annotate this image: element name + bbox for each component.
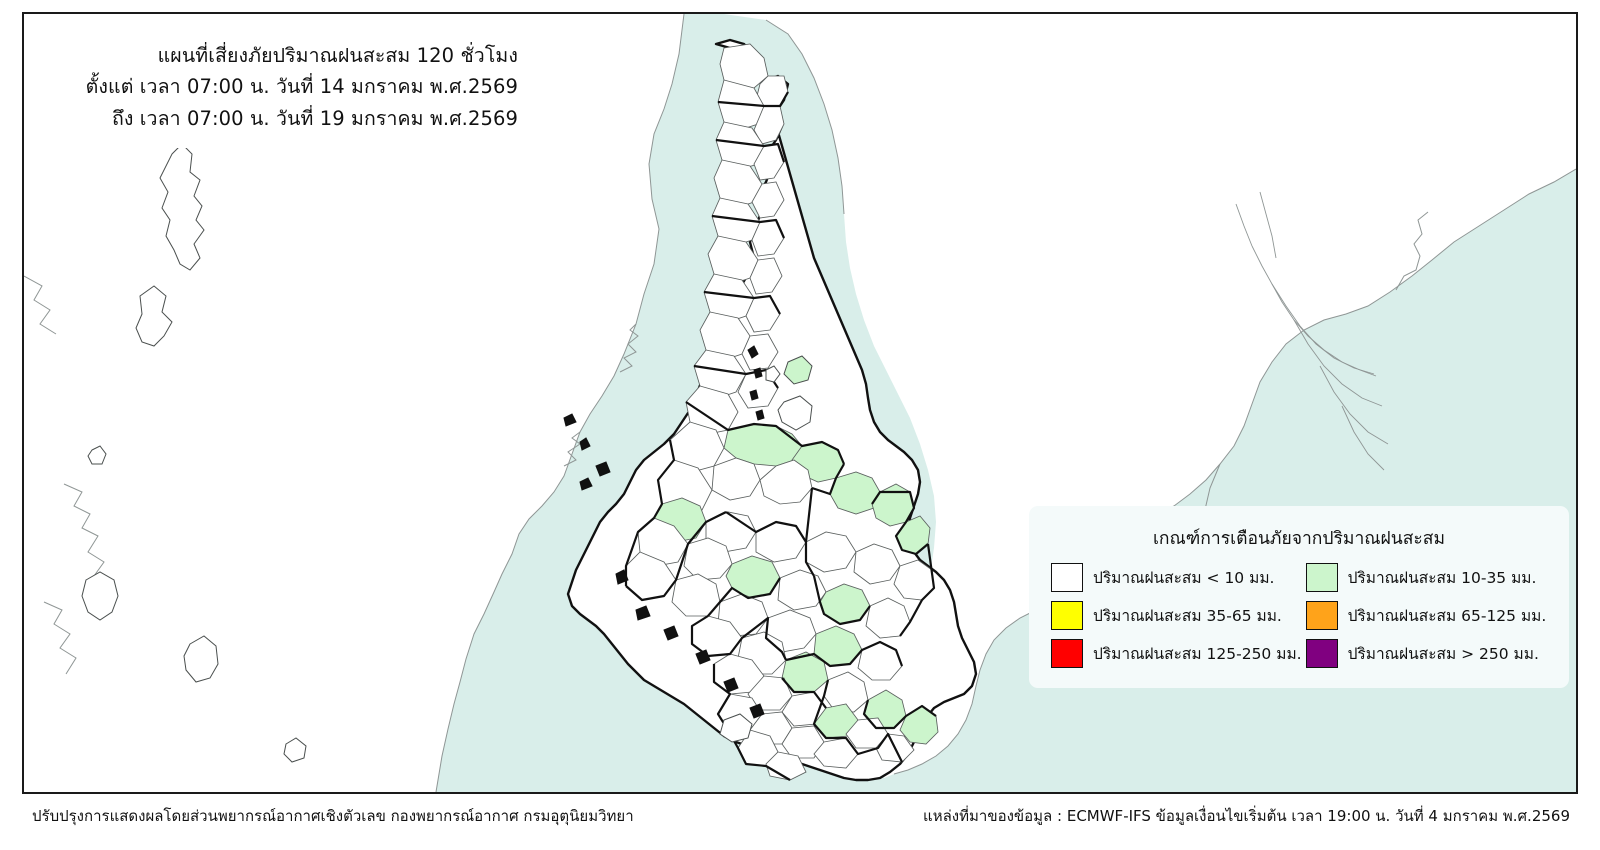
district-m7[interactable]: [805, 531, 857, 573]
legend-swatch-35-65: [1051, 601, 1083, 630]
district-n8[interactable]: [751, 181, 785, 219]
province-boundary-layer: [624, 91, 937, 781]
island-nicobar-a: [81, 571, 119, 621]
district-m10[interactable]: [637, 517, 689, 567]
map-frame[interactable]: แผนที่เสี่ยงภัยปริมาณฝนสะสม 120 ชั่วโมง …: [22, 12, 1578, 794]
legend-label-125-250: ปริมาณฝนสะสม 125-250 มม.: [1093, 645, 1302, 663]
island-speck-phuket-e: [663, 625, 679, 641]
legend-swatch-gt250: [1305, 639, 1338, 668]
coastline-gulf-north: [765, 19, 845, 215]
river-mekong-branch-c: [1319, 365, 1389, 445]
island-langkawi: [719, 713, 753, 743]
footer-left-credit: ปรับปรุงการแสดงผลโดยส่วนพยากรณ์อากาศเชิง…: [32, 807, 634, 825]
island-speck-c: [749, 389, 759, 401]
river-upper-b: [1259, 191, 1277, 259]
coast-inlet-detail: [1395, 211, 1429, 291]
island-speck-phuket-a: [595, 461, 611, 477]
legend-item-125-250[interactable]: ปริมาณฝนสะสม 125-250 มม.: [1051, 639, 1302, 668]
title-line-1: แผนที่เสี่ยงภัยปริมาณฝนสะสม 120 ชั่วโมง: [157, 43, 518, 67]
island-small-b: [283, 737, 307, 763]
coastline-detail-c: [63, 483, 105, 577]
island-speck-b: [753, 367, 763, 379]
legend-title: เกณฑ์การเตือนภัยจากปริมาณฝนสะสม: [1152, 529, 1446, 549]
island-speck-a: [747, 345, 759, 359]
coastline-andaman-west: [435, 14, 685, 792]
legend-label-10-35: ปริมาณฝนสะสม 10-35 มม.: [1347, 569, 1537, 587]
river-mekong-branch-a: [1271, 283, 1375, 375]
district-m8[interactable]: [853, 543, 901, 585]
island-speck-phuket-d: [635, 605, 651, 621]
footer-right-source: แหล่งที่มาของข้อมูล : ECMWF-IFS ข้อมูลเง…: [923, 807, 1570, 825]
district-s5[interactable]: [747, 675, 793, 711]
offshore-islands-layer: [563, 345, 813, 743]
legend-label-gt250: ปริมาณฝนสะสม > 250 มม.: [1347, 645, 1539, 663]
island-tao: [765, 365, 781, 383]
district-layer[interactable]: [625, 43, 939, 781]
coastline-detail-e: [24, 275, 57, 335]
island-nicobar-b: [183, 635, 219, 683]
coastline-detail-d: [43, 601, 77, 675]
island-speck-phuket-b: [579, 477, 593, 491]
island-speck-j: [563, 413, 577, 427]
district-n16[interactable]: [741, 333, 779, 371]
legend-item-35-65[interactable]: ปริมาณฝนสะสม 35-65 มม.: [1051, 601, 1302, 630]
island-speck-phuket-f: [695, 649, 711, 665]
map-canvas[interactable]: [24, 14, 1576, 792]
district-green-surat-a[interactable]: [829, 471, 881, 515]
coastline-detail-b: [563, 431, 581, 467]
legend-swatch-lt10: [1051, 563, 1083, 592]
island-speck-phuket-g: [723, 677, 739, 693]
district-s3[interactable]: [823, 671, 869, 713]
footer-bar: ปรับปรุงการแสดงผลโดยส่วนพยากรณ์อากาศเชิง…: [22, 796, 1578, 836]
legend-grid: ปริมาณฝนสะสม < 10 มม. ปริมาณฝนสะสม 10-35…: [1029, 563, 1569, 668]
legend-item-lt10[interactable]: ปริมาณฝนสะสม < 10 มม.: [1051, 563, 1302, 592]
river-upper-a: [1235, 203, 1253, 247]
island-small-a: [87, 445, 107, 465]
island-speck-d: [755, 409, 765, 421]
island-andaman-mid: [135, 285, 173, 347]
district-m2[interactable]: [711, 457, 761, 501]
title-line-3: ถึง เวลา 07:00 น. วันที่ 19 มกราคม พ.ศ.2…: [111, 106, 518, 130]
island-speck-phuket-c: [615, 569, 629, 585]
river-mekong-branch-d: [1341, 405, 1385, 471]
district-n19[interactable]: [685, 385, 739, 435]
legend-swatch-10-35: [1305, 563, 1338, 592]
legend-label-lt10: ปริมาณฝนสะสม < 10 มม.: [1093, 569, 1275, 587]
island-samui: [777, 395, 813, 431]
legend-label-35-65: ปริมาณฝนสะสม 35-65 มม.: [1093, 607, 1282, 625]
island-speck-phuket-h: [749, 703, 765, 719]
legend-swatch-65-125: [1305, 601, 1338, 630]
coastline-detail-a: [619, 323, 639, 373]
legend-item-65-125[interactable]: ปริมาณฝนสะสม 65-125 มม.: [1305, 601, 1553, 630]
legend-item-gt250[interactable]: ปริมาณฝนสะสม > 250 มม.: [1305, 639, 1553, 668]
title-line-2: ตั้งแต่ เวลา 07:00 น. วันที่ 14 มกราคม พ…: [85, 75, 518, 99]
legend-panel[interactable]: เกณฑ์การเตือนภัยจากปริมาณฝนสะสม ปริมาณฝน…: [1029, 506, 1569, 688]
island-andaman-north: [159, 143, 205, 271]
island-speck-i: [579, 437, 591, 451]
legend-swatch-125-250: [1051, 639, 1083, 668]
map-title-card: แผนที่เสี่ยงภัยปริมาณฝนสะสม 120 ชั่วโมง …: [48, 28, 544, 148]
district-s10[interactable]: [781, 725, 825, 759]
river-mekong-branch-b: [1293, 319, 1383, 407]
legend-label-65-125: ปริมาณฝนสะสม 65-125 มม.: [1347, 607, 1547, 625]
district-m11[interactable]: [683, 537, 733, 581]
island-phangan: [783, 355, 813, 385]
district-n12[interactable]: [749, 257, 783, 295]
legend-item-10-35[interactable]: ปริมาณฝนสะสม 10-35 มม.: [1305, 563, 1553, 592]
